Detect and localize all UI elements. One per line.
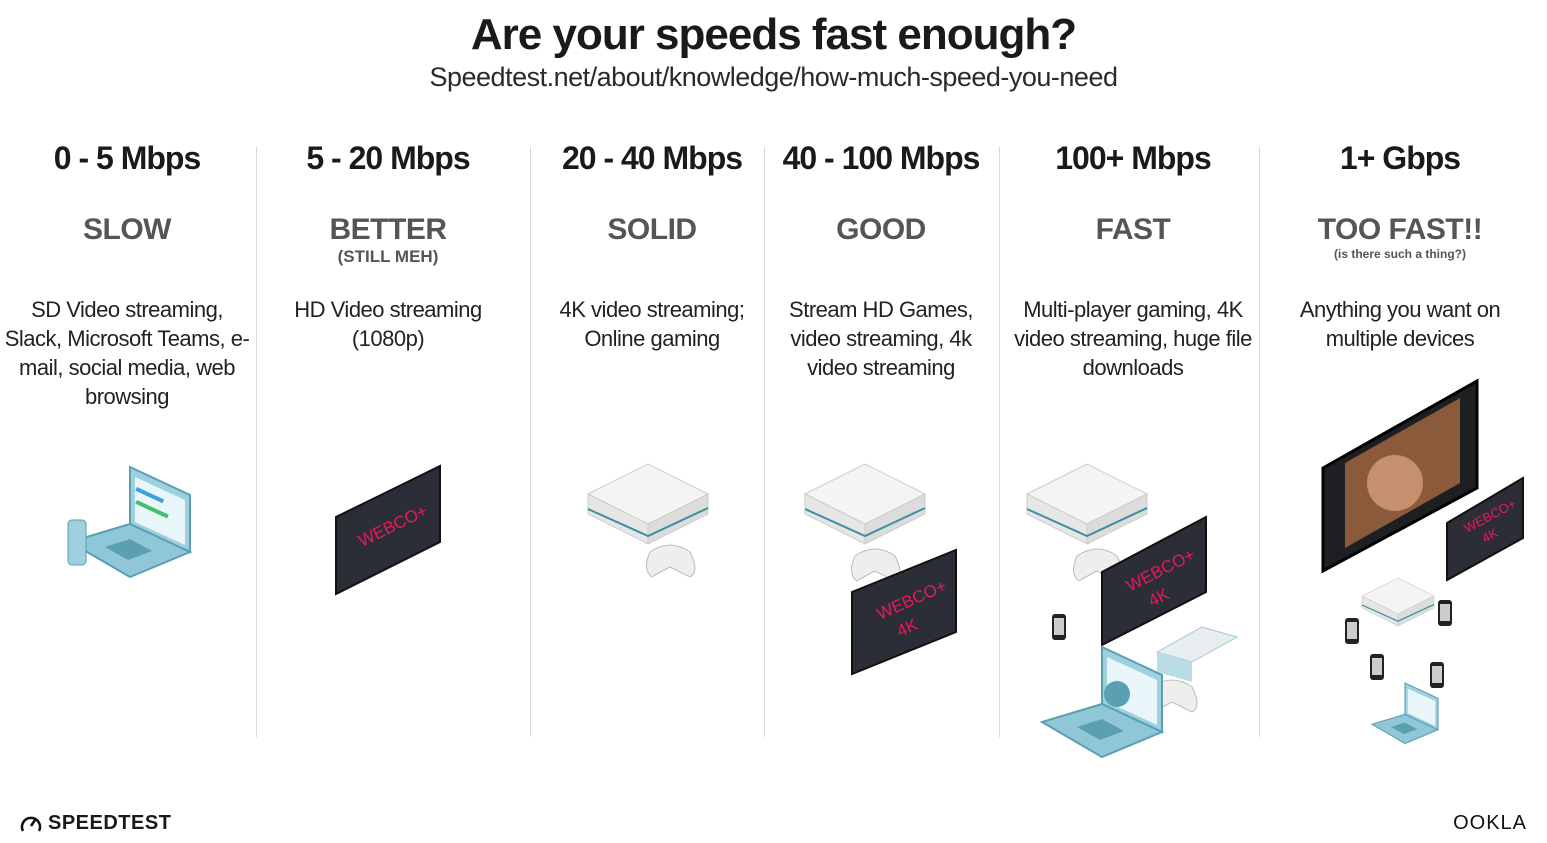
tier-label: SLOW [83, 213, 172, 246]
divider [256, 147, 257, 737]
tier-speed: 20 - 40 Mbps [561, 140, 743, 176]
tier-label: FAST [1095, 213, 1171, 246]
tier-column-too-fast: 1+ Gbps TOO FAST!! (is there such a thin… [1275, 140, 1525, 265]
tier-speed: 5 - 20 Mbps [306, 140, 470, 176]
tier-column-good: 40 - 100 Mbps GOOD [756, 140, 1006, 249]
tier-label: BETTER [329, 213, 448, 246]
game-console-illustration [587, 463, 709, 578]
tier-column-slow: 0 - 5 Mbps SLOW [2, 140, 252, 249]
tv-illustration: WEBCO+ [335, 464, 441, 596]
tier-description: Multi-player gaming, 4K video streaming,… [1014, 297, 1252, 380]
tier-description: SD Video streaming, Slack, Microsoft Tea… [4, 297, 250, 409]
laptop-illustration [67, 466, 191, 578]
divider [999, 147, 1000, 737]
tv-brand-text: 4K [1479, 525, 1500, 546]
tier-label: GOOD [836, 213, 926, 246]
tier-column-solid: 20 - 40 Mbps SOLID [527, 140, 777, 249]
multi-device-illustration: WEBCO+ 4K [1026, 463, 1239, 758]
tier-speed: 1+ Gbps [1339, 140, 1461, 176]
cloud-upload-icon [1104, 681, 1130, 707]
tier-description: HD Video streaming (1080p) [294, 297, 482, 351]
speedtest-logo: SPEEDTEST [20, 812, 171, 835]
tier-description: Anything you want on multiple devices [1299, 297, 1501, 351]
phone-icon [67, 519, 87, 566]
tier-description: 4K video streaming; Online gaming [559, 297, 745, 351]
divider [1259, 147, 1260, 737]
page-title: Are your speeds fast enough? [470, 10, 1077, 59]
speedometer-icon [20, 816, 42, 832]
ookla-logo: OOKLA [1453, 812, 1527, 834]
phone-icon [1052, 614, 1066, 640]
tier-column-fast: 100+ Mbps FAST [1008, 140, 1258, 249]
console-and-tv-illustration: WEBCO+ 4K [804, 463, 957, 676]
tier-column-better: 5 - 20 Mbps BETTER (STILL MEH) [263, 140, 513, 266]
page-subtitle: Speedtest.net/about/knowledge/how-much-s… [429, 62, 1118, 92]
many-devices-illustration: WEBCO+ 4K [1321, 378, 1524, 745]
tier-speed: 100+ Mbps [1055, 140, 1212, 176]
tier-sublabel: (is there such a thing?) [1333, 247, 1466, 261]
divider [530, 147, 531, 737]
controller-icon [645, 544, 696, 578]
divider [764, 147, 765, 737]
tier-sublabel: (STILL MEH) [337, 247, 439, 266]
tier-label: TOO FAST!! [1317, 213, 1483, 246]
tier-speed: 40 - 100 Mbps [782, 140, 981, 176]
tier-speed: 0 - 5 Mbps [53, 140, 201, 176]
tier-description: Stream HD Games, video streaming, 4k vid… [789, 297, 973, 380]
speedtest-logo-text: SPEEDTEST [48, 812, 172, 834]
tier-label: SOLID [607, 213, 697, 246]
